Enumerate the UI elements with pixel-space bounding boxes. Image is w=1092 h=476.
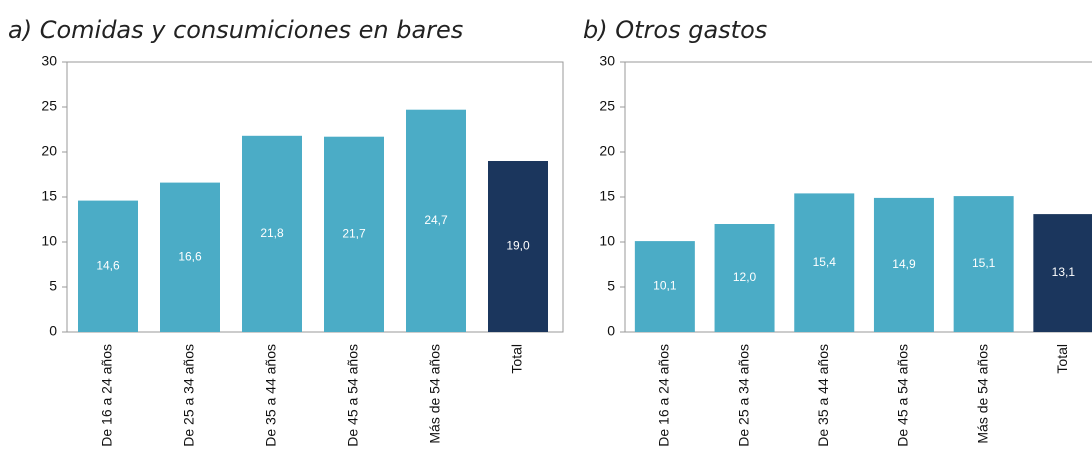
- value-label: 16,6: [178, 249, 202, 263]
- y-tick-label: 15: [599, 188, 615, 204]
- value-label: 15,1: [972, 256, 996, 270]
- value-label: 14,6: [96, 258, 120, 272]
- value-label: 12,0: [733, 270, 757, 284]
- value-label: 13,1: [1052, 265, 1076, 279]
- chart-title: a) Comidas y consumiciones en bares: [8, 16, 463, 44]
- bar: [714, 224, 775, 332]
- value-label: 14,9: [892, 257, 916, 271]
- x-tick-label: Más de 54 años: [427, 344, 443, 444]
- x-tick-label: Total: [509, 344, 525, 374]
- plot-frame: [624, 61, 1092, 333]
- x-tick-label: De 25 a 34 años: [735, 344, 751, 447]
- chart-title: b) Otros gastos: [583, 16, 767, 44]
- y-tick-label: 5: [49, 278, 57, 294]
- y-tick-label: 30: [41, 53, 57, 69]
- bar: [160, 182, 220, 332]
- y-tick-label: 15: [41, 188, 57, 204]
- x-tick-label: De 16 a 24 años: [99, 344, 115, 447]
- y-tick-label: 30: [599, 53, 615, 69]
- x-tick-label: De 35 a 44 años: [263, 344, 279, 447]
- bar: [794, 193, 855, 332]
- y-tick-label: 10: [41, 233, 57, 249]
- x-tick-label: Total: [1054, 344, 1070, 374]
- bar: [406, 109, 466, 332]
- value-label: 21,7: [342, 227, 366, 241]
- bar: [78, 200, 138, 332]
- y-tick-label: 10: [599, 233, 615, 249]
- x-tick-label: De 45 a 54 años: [345, 344, 361, 447]
- bar: [324, 136, 384, 332]
- x-tick-label: De 45 a 54 años: [895, 344, 911, 447]
- y-tick-label: 25: [599, 98, 615, 114]
- value-label: 15,4: [813, 255, 837, 269]
- bar: [242, 135, 302, 332]
- y-tick-label: 20: [41, 143, 57, 159]
- y-tick-label: 25: [41, 98, 57, 114]
- value-label: 21,8: [260, 226, 284, 240]
- y-tick-label: 5: [607, 278, 615, 294]
- value-label: 10,1: [653, 279, 677, 293]
- bar: [873, 197, 934, 332]
- x-tick-label: De 16 a 24 años: [656, 344, 672, 447]
- y-tick-label: 20: [599, 143, 615, 159]
- value-label: 19,0: [506, 239, 530, 253]
- y-tick-label: 0: [49, 323, 57, 339]
- x-tick-label: De 25 a 34 años: [181, 344, 197, 447]
- bar: [1033, 214, 1092, 332]
- bar: [488, 161, 548, 332]
- x-tick-label: De 35 a 44 años: [815, 344, 831, 447]
- bar: [953, 196, 1014, 332]
- bar: [634, 241, 695, 332]
- x-tick-label: Más de 54 años: [974, 344, 990, 444]
- value-label: 24,7: [424, 213, 448, 227]
- y-tick-label: 0: [607, 323, 615, 339]
